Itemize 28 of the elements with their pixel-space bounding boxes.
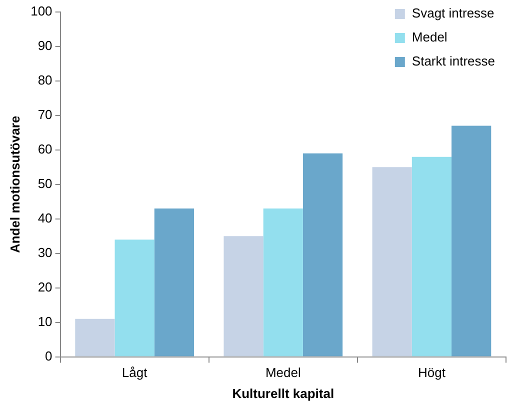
y-tick-label: 70 — [38, 107, 52, 122]
y-tick-label: 60 — [38, 142, 52, 156]
y-axis-title: Andel motionsutövare — [7, 116, 22, 254]
bar — [263, 208, 303, 356]
bar — [372, 167, 412, 356]
bar — [75, 318, 115, 356]
x-tick-label: Lågt — [122, 365, 148, 380]
legend-label: Starkt intresse — [412, 54, 496, 69]
legend-label: Svagt intresse — [412, 6, 494, 21]
x-tick-label: Medel — [265, 365, 301, 380]
y-tick-label: 20 — [38, 279, 52, 294]
bar — [412, 156, 452, 356]
bar — [154, 208, 194, 356]
y-tick-label: 100 — [30, 4, 52, 19]
y-tick-label: 0 — [45, 348, 52, 364]
bar — [302, 153, 343, 356]
bar — [452, 126, 492, 356]
y-tick-label: 30 — [38, 244, 52, 260]
y-tick-label: 80 — [38, 72, 52, 88]
y-tick-label: 10 — [38, 314, 52, 329]
x-axis-title: Kulturellt kapital — [232, 386, 334, 401]
y-tick-label: 90 — [38, 38, 52, 54]
legend-label: Medel — [412, 30, 448, 45]
y-tick-label: 40 — [38, 210, 52, 226]
y-tick-label: 50 — [38, 176, 52, 191]
bar — [114, 240, 154, 356]
bar — [224, 236, 264, 356]
x-tick-label: Högt — [418, 365, 446, 380]
